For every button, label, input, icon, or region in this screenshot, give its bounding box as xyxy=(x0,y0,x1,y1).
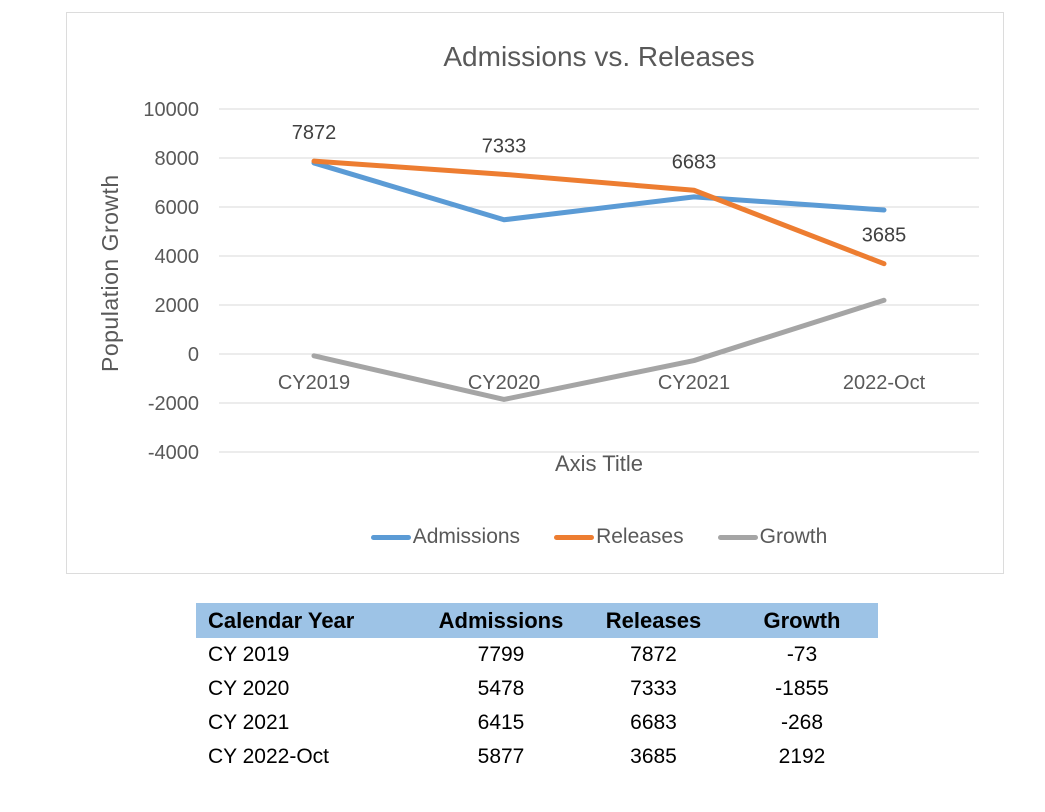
column-header: Growth xyxy=(763,607,841,633)
legend-item-growth: Growth xyxy=(717,525,828,549)
table-row: CY 2019 7799 7872 -73 xyxy=(196,638,878,672)
series-line-releases xyxy=(311,158,887,267)
value-cell: 2192 xyxy=(778,745,826,768)
column-header: Admissions xyxy=(438,607,564,633)
y-tick-label: 2000 xyxy=(155,295,200,317)
y-tick-label: 8000 xyxy=(155,148,200,170)
x-axis-title: Axis Title xyxy=(554,451,644,476)
series-line-growth xyxy=(311,297,887,402)
line-chart-plot: 10000 8000 6000 4000 2000 0 -2000 -4000 CY2019 CY… xyxy=(143,99,979,464)
legend-item-releases: Releases xyxy=(554,525,684,549)
data-label: 7333 xyxy=(482,135,527,157)
chart-panel[interactable]: 10000 8000 6000 4000 2000 0 -2000 -4000 CY2019 CY… xyxy=(66,12,1004,574)
data-label: 6683 xyxy=(672,151,717,173)
table-row: CY 2022-Oct 5877 3685 2192 xyxy=(196,740,878,774)
value-cell: -73 xyxy=(786,643,818,666)
data-label: 7872 xyxy=(292,122,337,144)
table-row: CY 2021 6415 6683 -268 xyxy=(196,706,878,740)
value-cell: 6415 xyxy=(477,711,525,734)
row-label-cell: CY 2019 xyxy=(208,643,290,666)
y-tick-label: 6000 xyxy=(155,197,200,219)
value-cell: -1855 xyxy=(775,677,829,700)
series-line-admissions xyxy=(311,160,887,223)
column-header: Releases xyxy=(605,607,702,633)
chart-title: Admissions vs. Releases xyxy=(443,41,755,72)
value-cell: 5478 xyxy=(477,677,525,700)
legend-swatch-growth xyxy=(717,534,758,540)
x-category-label: CY2021 xyxy=(658,372,730,394)
legend-label: Growth xyxy=(759,525,828,548)
data-table: Calendar Year Admissions Releases Growth CY … xyxy=(196,603,878,774)
value-cell: 7333 xyxy=(630,677,677,700)
table-header-row: Calendar Year Admissions Releases Growth xyxy=(196,603,878,638)
x-category-label: 2022-Oct xyxy=(843,372,926,394)
chart-legend: Admissions Releases Growth xyxy=(219,524,979,550)
legend-swatch-releases xyxy=(554,534,595,540)
y-tick-label: 4000 xyxy=(155,246,200,268)
value-cell: 6683 xyxy=(630,711,677,734)
legend-item-admissions: Admissions xyxy=(370,525,521,549)
value-cell: 7799 xyxy=(477,643,525,666)
legend-swatch-admissions xyxy=(370,534,411,540)
legend-label: Releases xyxy=(596,525,684,548)
value-cell: -268 xyxy=(780,711,824,734)
legend-label: Admissions xyxy=(412,525,521,548)
y-axis-title: Population Growth xyxy=(97,174,123,373)
data-label: 3685 xyxy=(862,225,907,247)
y-tick-label: -2000 xyxy=(148,393,199,415)
value-cell: 7872 xyxy=(630,643,677,666)
column-header: Calendar Year xyxy=(208,607,355,633)
value-cell: 5877 xyxy=(477,745,525,768)
row-label-cell: CY 2020 xyxy=(208,677,290,700)
y-tick-label: 0 xyxy=(188,344,199,366)
row-label-cell: CY 2022-Oct xyxy=(208,745,330,768)
y-tick-label: -4000 xyxy=(148,442,199,464)
row-label-cell: CY 2021 xyxy=(208,711,290,734)
x-category-label: CY2020 xyxy=(468,372,540,394)
y-tick-label: 10000 xyxy=(143,99,199,121)
x-category-label: CY2019 xyxy=(278,372,350,394)
value-cell: 3685 xyxy=(630,745,677,768)
table-row: CY 2020 5478 7333 -1855 xyxy=(196,672,878,706)
